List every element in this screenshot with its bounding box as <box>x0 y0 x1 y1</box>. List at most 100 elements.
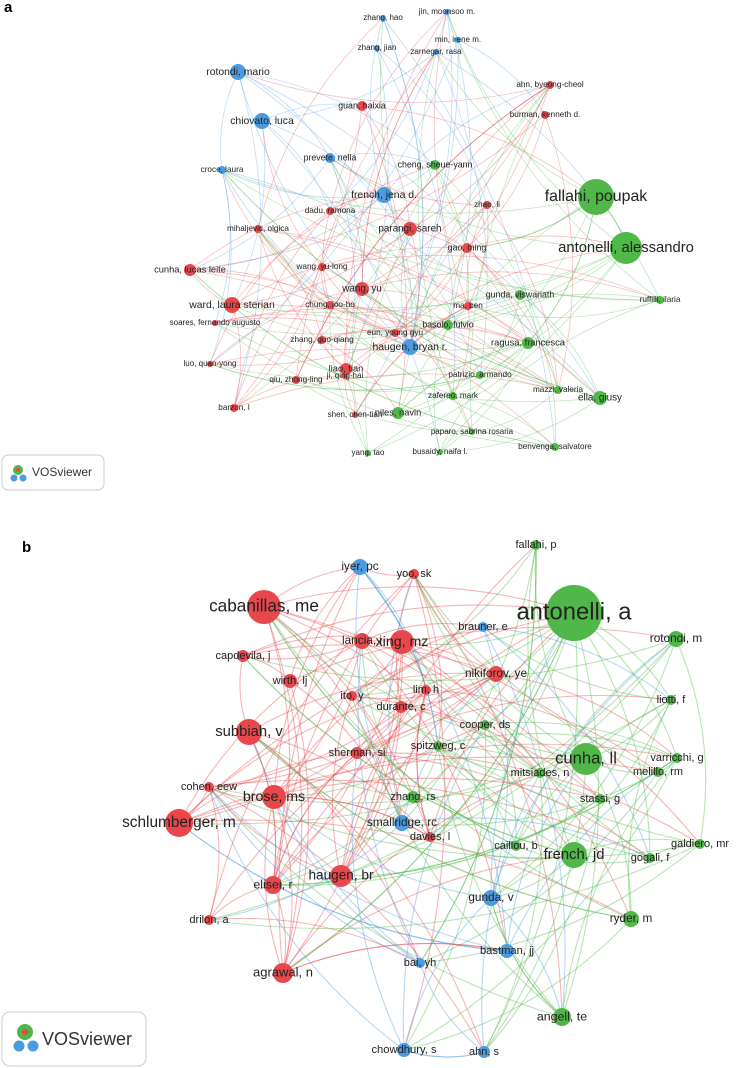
link <box>361 51 437 290</box>
node-label: chowdhury, s <box>371 1044 436 1056</box>
link <box>257 228 556 448</box>
node-label: ryder, m <box>610 911 653 925</box>
link <box>470 84 551 433</box>
node <box>264 876 282 894</box>
link <box>189 157 331 271</box>
node-label: bai, yh <box>404 957 436 969</box>
node-label: iyer, pc <box>341 559 378 573</box>
node <box>531 540 541 550</box>
link <box>435 51 488 376</box>
node-label: brose, ms <box>243 789 305 805</box>
link <box>329 11 448 212</box>
link <box>257 17 384 230</box>
node <box>354 633 370 649</box>
link <box>282 680 310 974</box>
link <box>356 752 651 859</box>
node-label: bastman, jj <box>480 945 534 957</box>
node <box>204 782 214 792</box>
node-label: chung, joo-ho <box>305 300 355 309</box>
node <box>204 915 214 925</box>
node-label: ito, y <box>340 690 364 702</box>
link <box>344 375 356 416</box>
link <box>484 724 517 847</box>
link <box>233 373 559 409</box>
link <box>481 772 541 1053</box>
link <box>242 640 363 660</box>
link <box>242 604 575 657</box>
link <box>295 379 473 433</box>
link <box>345 11 448 370</box>
node-label: caillou, b <box>494 840 537 852</box>
node <box>283 674 297 688</box>
link <box>189 269 481 376</box>
link <box>397 342 529 414</box>
node-label: cheng, sheue-yann <box>398 159 473 169</box>
link <box>242 638 677 682</box>
link <box>351 752 405 1051</box>
link <box>282 942 508 974</box>
node-label: wang, yu <box>341 284 382 295</box>
node-label: burman, kenneth d. <box>510 110 581 119</box>
link <box>394 247 468 334</box>
node-label: ella, giusy <box>578 393 622 404</box>
node-label: parangi, sareh <box>378 224 441 235</box>
node <box>656 296 664 304</box>
link <box>397 196 597 414</box>
link <box>403 897 492 1051</box>
link <box>425 689 659 773</box>
node-label: subbiah, v <box>215 724 283 740</box>
link <box>340 544 537 877</box>
link <box>209 288 363 365</box>
link <box>434 164 559 391</box>
link <box>400 706 541 774</box>
node <box>409 569 419 579</box>
node-label: french, jd <box>544 847 605 863</box>
link <box>257 228 529 344</box>
node <box>355 282 369 296</box>
node-label: cooper, ds <box>460 719 511 731</box>
node-label: davies, l <box>410 831 450 843</box>
link <box>214 313 396 334</box>
link <box>321 339 399 414</box>
link <box>351 673 497 700</box>
link <box>242 655 575 856</box>
node-label: lancia, i <box>342 633 382 647</box>
link <box>295 374 481 392</box>
node <box>391 329 399 337</box>
node <box>254 113 270 129</box>
link <box>233 375 346 409</box>
link <box>359 566 439 747</box>
node <box>212 320 218 326</box>
link <box>233 210 331 409</box>
link <box>273 796 431 838</box>
link <box>419 843 701 964</box>
link <box>361 271 661 301</box>
link <box>403 1049 485 1058</box>
link <box>361 640 497 675</box>
link <box>340 641 403 877</box>
link <box>273 796 293 974</box>
link <box>527 544 575 856</box>
panel-label: b <box>22 539 31 556</box>
link <box>209 210 331 365</box>
link <box>452 305 470 397</box>
link <box>466 204 488 307</box>
link <box>413 573 659 773</box>
link <box>209 363 481 391</box>
link <box>233 71 262 409</box>
node-label: wang, yu-long <box>296 262 348 271</box>
link <box>403 757 678 1051</box>
node-label: varricchi, g <box>650 752 703 764</box>
link <box>214 322 556 448</box>
link <box>573 612 651 859</box>
node <box>224 297 240 313</box>
node-label: shen, chen-tian <box>328 410 383 419</box>
link <box>359 566 508 952</box>
node-label: cabanillas, me <box>209 596 319 616</box>
link <box>383 84 551 196</box>
link <box>361 623 484 642</box>
link <box>295 84 551 381</box>
link <box>178 822 508 952</box>
node-label: zhang, guo-qiang <box>290 335 354 344</box>
node <box>535 768 545 778</box>
